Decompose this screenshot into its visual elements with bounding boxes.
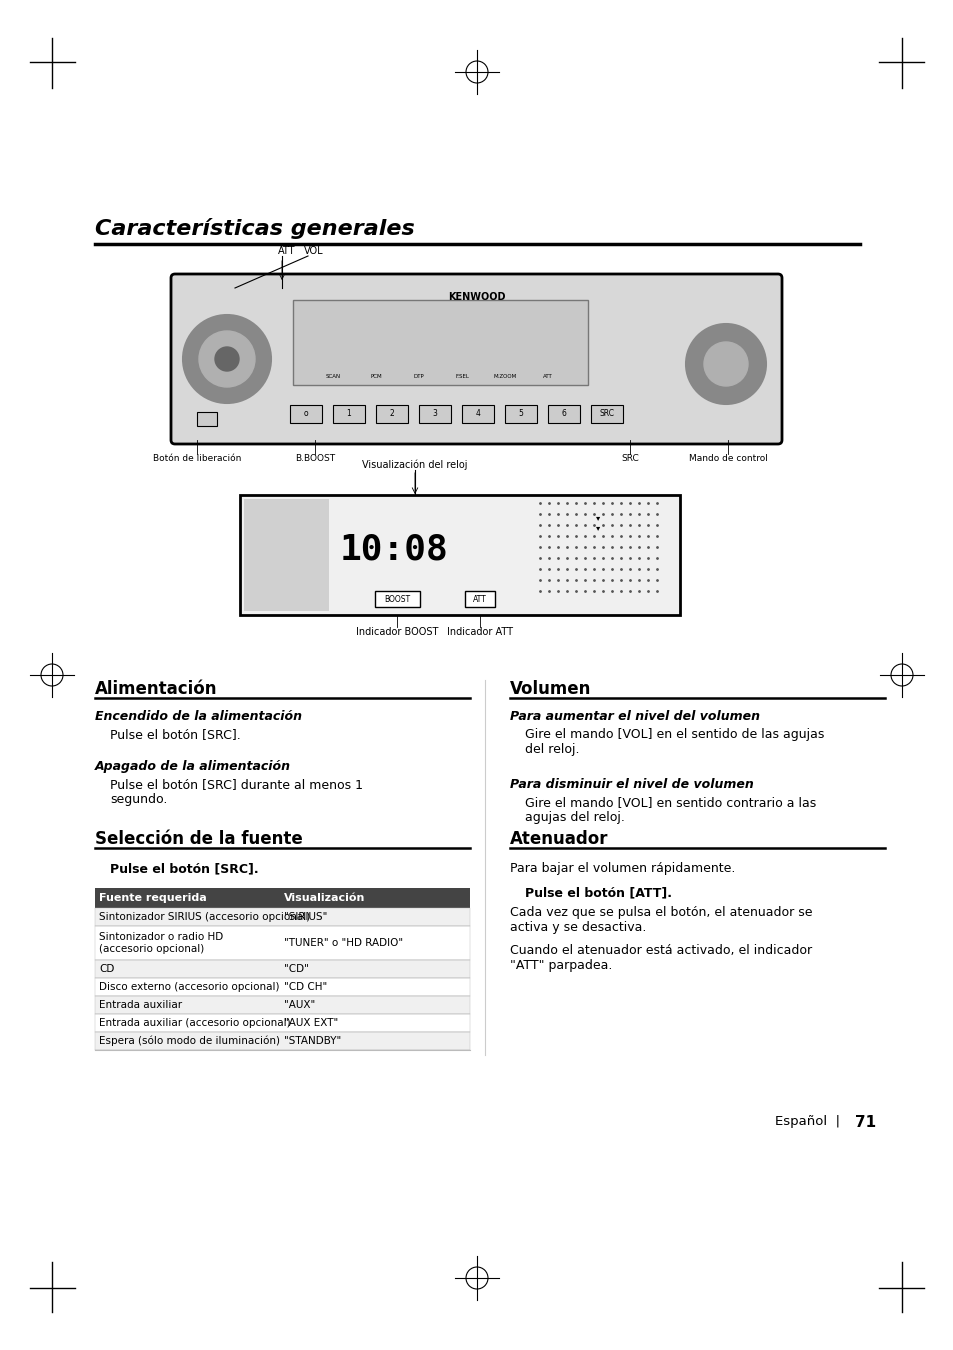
Circle shape	[183, 315, 271, 404]
Bar	[547, 405, 579, 423]
Text: Entrada auxiliar: Entrada auxiliar	[99, 1000, 182, 1010]
Bar	[244, 500, 329, 612]
Text: Encendido de la alimentación: Encendido de la alimentación	[95, 710, 302, 724]
Text: Pulse el botón [SRC].: Pulse el botón [SRC].	[110, 728, 240, 741]
Text: "TUNER" o "HD RADIO": "TUNER" o "HD RADIO"	[284, 938, 403, 948]
Text: Disco externo (accesorio opcional): Disco externo (accesorio opcional)	[99, 981, 279, 992]
Text: Fuente requerida: Fuente requerida	[99, 892, 207, 903]
Text: Características generales: Características generales	[95, 217, 415, 239]
Text: B.BOOST: B.BOOST	[294, 454, 335, 463]
Text: 1: 1	[346, 409, 351, 418]
Text: KENWOOD: KENWOOD	[447, 292, 505, 302]
Text: Para bajar el volumen rápidamente.: Para bajar el volumen rápidamente.	[510, 863, 735, 875]
Bar	[290, 405, 322, 423]
Text: BOOST: BOOST	[383, 594, 410, 603]
Text: "AUX": "AUX"	[284, 1000, 314, 1010]
Text: PCM: PCM	[370, 374, 381, 379]
Bar	[418, 405, 451, 423]
Bar	[333, 405, 365, 423]
Text: Apagado de la alimentación: Apagado de la alimentación	[95, 760, 291, 774]
Bar	[95, 960, 470, 977]
Text: Alimentación: Alimentación	[95, 680, 217, 698]
Text: F.SEL: F.SEL	[455, 374, 469, 379]
Text: "SIRIUS": "SIRIUS"	[284, 913, 327, 922]
Bar	[461, 405, 494, 423]
Text: Indicador BOOST: Indicador BOOST	[355, 626, 437, 637]
Text: Pulse el botón [SRC] durante al menos 1
segundo.: Pulse el botón [SRC] durante al menos 1 …	[110, 778, 363, 806]
Text: SRC: SRC	[620, 454, 639, 463]
Bar	[95, 977, 470, 996]
Text: Para disminuir el nivel de volumen: Para disminuir el nivel de volumen	[510, 778, 753, 791]
Text: Cada vez que se pulsa el botón, el atenuador se
activa y se desactiva.: Cada vez que se pulsa el botón, el atenu…	[510, 906, 812, 934]
Text: Sintonizador SIRIUS (accesorio opcional): Sintonizador SIRIUS (accesorio opcional)	[99, 913, 310, 922]
Text: ATT: ATT	[277, 246, 295, 256]
Text: CD: CD	[99, 964, 114, 973]
Text: Cuando el atenuador está activado, el indicador
"ATT" parpadea.: Cuando el atenuador está activado, el in…	[510, 944, 811, 972]
Bar	[293, 300, 587, 385]
Text: "CD CH": "CD CH"	[284, 981, 327, 992]
Text: Entrada auxiliar (accesorio opcional): Entrada auxiliar (accesorio opcional)	[99, 1018, 291, 1027]
Text: "CD": "CD"	[284, 964, 309, 973]
Text: 4: 4	[475, 409, 480, 418]
Bar	[504, 405, 537, 423]
Text: Pulse el botón [ATT].: Pulse el botón [ATT].	[524, 886, 671, 899]
Circle shape	[214, 347, 239, 371]
Bar	[375, 591, 419, 608]
Bar	[95, 1014, 470, 1031]
Text: Gire el mando [VOL] en el sentido de las agujas
del reloj.: Gire el mando [VOL] en el sentido de las…	[524, 728, 823, 756]
Text: Botón de liberación: Botón de liberación	[152, 454, 241, 463]
FancyBboxPatch shape	[171, 274, 781, 444]
Circle shape	[685, 324, 765, 404]
Text: Selección de la fuente: Selección de la fuente	[95, 830, 302, 848]
Circle shape	[703, 342, 747, 386]
Bar	[95, 888, 470, 909]
Text: 2: 2	[389, 409, 394, 418]
Bar	[95, 909, 470, 926]
Bar	[590, 405, 622, 423]
Text: SRC: SRC	[598, 409, 614, 418]
Bar	[196, 412, 216, 427]
Text: Para aumentar el nivel del volumen: Para aumentar el nivel del volumen	[510, 710, 760, 724]
Text: ATT: ATT	[473, 594, 486, 603]
Text: "STANDBY": "STANDBY"	[284, 1035, 341, 1046]
Text: ▾
▾: ▾ ▾	[596, 513, 599, 532]
Text: Volumen: Volumen	[510, 680, 591, 698]
Bar	[95, 926, 470, 960]
Text: ATT: ATT	[542, 374, 553, 379]
Text: Espera (sólo modo de iluminación): Espera (sólo modo de iluminación)	[99, 1035, 280, 1046]
Text: Indicador ATT: Indicador ATT	[447, 626, 513, 637]
Text: 5: 5	[518, 409, 523, 418]
Bar	[95, 1031, 470, 1050]
Bar	[95, 996, 470, 1014]
Text: o: o	[303, 409, 308, 418]
Text: SCAN: SCAN	[325, 374, 340, 379]
Text: DTP: DTP	[414, 374, 424, 379]
Text: 3: 3	[432, 409, 437, 418]
Text: 10:08: 10:08	[339, 533, 448, 567]
Text: Visualización: Visualización	[284, 892, 365, 903]
Text: Español  |: Español |	[774, 1115, 840, 1129]
Text: Visualización del reloj: Visualización del reloj	[362, 459, 467, 470]
Text: M.ZOOM: M.ZOOM	[493, 374, 517, 379]
Text: "AUX EXT": "AUX EXT"	[284, 1018, 338, 1027]
Bar	[375, 405, 408, 423]
Bar	[464, 591, 495, 608]
Text: Sintonizador o radio HD
(accesorio opcional): Sintonizador o radio HD (accesorio opcio…	[99, 933, 223, 954]
Text: 6: 6	[561, 409, 566, 418]
Text: Pulse el botón [SRC].: Pulse el botón [SRC].	[110, 863, 258, 875]
Text: VOL: VOL	[304, 246, 323, 256]
Text: Gire el mando [VOL] en sentido contrario a las
agujas del reloj.: Gire el mando [VOL] en sentido contrario…	[524, 796, 816, 824]
Circle shape	[199, 331, 254, 387]
Text: Atenuador: Atenuador	[510, 830, 608, 848]
Text: 71: 71	[854, 1115, 875, 1130]
Bar	[240, 495, 679, 616]
Text: Mando de control: Mando de control	[688, 454, 766, 463]
